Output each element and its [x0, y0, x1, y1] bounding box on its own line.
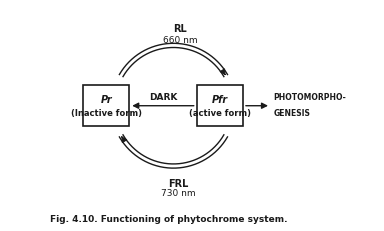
Text: Pr: Pr: [100, 95, 112, 105]
Text: FRL: FRL: [168, 178, 188, 188]
Text: DARK: DARK: [149, 93, 177, 101]
Text: GENESIS: GENESIS: [273, 109, 310, 118]
FancyBboxPatch shape: [197, 86, 243, 127]
Text: Pfr: Pfr: [212, 95, 228, 105]
Text: 660 nm: 660 nm: [163, 36, 198, 45]
Text: 730 nm: 730 nm: [161, 188, 195, 197]
Text: RL: RL: [174, 24, 187, 33]
FancyBboxPatch shape: [83, 86, 129, 127]
Text: (Inactive form): (Inactive form): [71, 109, 142, 118]
Text: PHOTOMORPHO-: PHOTOMORPHO-: [273, 93, 346, 102]
Text: (active form): (active form): [189, 109, 251, 118]
Text: Fig. 4.10. Functioning of phytochrome system.: Fig. 4.10. Functioning of phytochrome sy…: [50, 214, 288, 223]
